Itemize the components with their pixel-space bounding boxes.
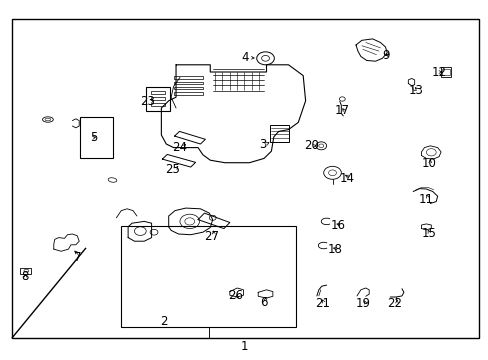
Bar [146, 87, 169, 111]
Text: 3: 3 [258, 138, 266, 151]
Bar [440, 67, 450, 77]
Text: 2: 2 [160, 315, 167, 328]
Bar [151, 103, 164, 106]
Text: 17: 17 [334, 104, 349, 117]
Text: 23: 23 [140, 95, 155, 108]
Text: 26: 26 [228, 289, 243, 302]
Bar [173, 76, 203, 79]
Bar [173, 93, 203, 95]
Bar [269, 125, 289, 142]
Text: 21: 21 [315, 297, 329, 310]
Text: 24: 24 [172, 141, 187, 154]
Bar [20, 268, 31, 274]
Text: 4: 4 [241, 51, 249, 64]
Text: 14: 14 [339, 172, 354, 185]
Text: 9: 9 [382, 49, 389, 62]
Bar [173, 87, 203, 90]
Text: 7: 7 [73, 251, 81, 264]
Text: 19: 19 [355, 297, 369, 310]
Text: 25: 25 [164, 163, 179, 176]
Bar [173, 82, 203, 84]
Text: 18: 18 [327, 243, 342, 256]
Text: 27: 27 [203, 230, 218, 243]
Bar [151, 97, 164, 100]
Bar [80, 117, 113, 158]
Text: 12: 12 [431, 66, 446, 78]
Text: 1: 1 [240, 340, 248, 353]
Text: 20: 20 [304, 139, 319, 152]
Text: 22: 22 [387, 297, 402, 310]
Text: 5: 5 [90, 131, 98, 144]
Text: 16: 16 [330, 219, 345, 231]
Bar [12, 19, 478, 338]
Text: 11: 11 [418, 193, 433, 206]
Text: 10: 10 [421, 157, 436, 170]
Bar [151, 91, 164, 94]
Text: 15: 15 [421, 227, 436, 240]
Text: 6: 6 [260, 296, 267, 309]
Bar [442, 69, 449, 75]
Bar [121, 226, 295, 327]
Text: 13: 13 [407, 84, 422, 97]
Text: 8: 8 [21, 270, 29, 283]
